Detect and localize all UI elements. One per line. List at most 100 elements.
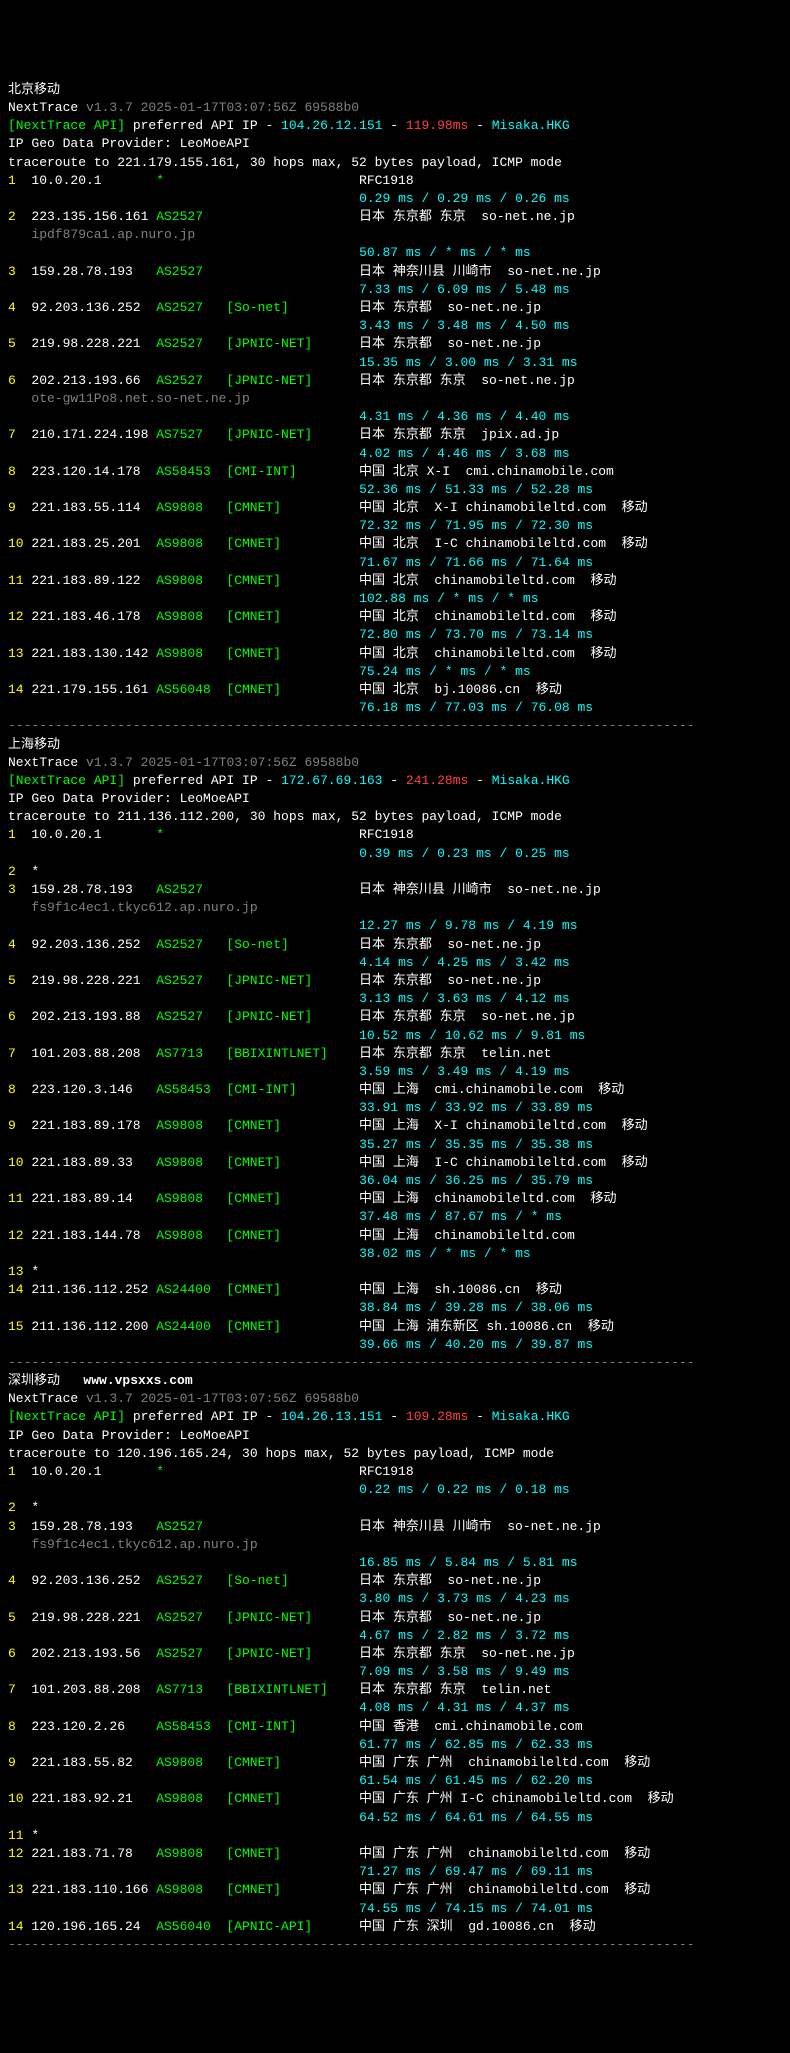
hop-asn: AS58453 — [156, 1081, 226, 1099]
hop-number: 3 — [8, 881, 31, 899]
hop-row: 2 * — [8, 863, 782, 881]
hop-number: 6 — [8, 1008, 31, 1026]
timing-text: 38.02 ms / * ms / * ms — [359, 1246, 531, 1261]
hop-network: [CMNET] — [226, 535, 359, 553]
hop-location: 中国 北京 I-C chinamobileltd.com 移动 — [359, 536, 648, 551]
hop-row: 7 101.203.88.208 AS7713 [BBIXINTLNET] 日本… — [8, 1681, 782, 1699]
hop-ip: 92.203.136.252 — [31, 299, 156, 317]
hop-network — [226, 1463, 359, 1481]
hop-location: 日本 东京都 so-net.ne.jp — [359, 300, 541, 315]
hop-location: 日本 东京都 东京 telin.net — [359, 1682, 551, 1697]
version-info: v1.3.7 2025-01-17T03:07:56Z 69588b0 — [86, 755, 359, 770]
rdns-text: fs9f1c4ec1.tkyc612.ap.nuro.jp — [31, 900, 257, 915]
hop-timing: 4.14 ms / 4.25 ms / 3.42 ms — [8, 954, 782, 972]
trace-line: traceroute to 221.179.155.161, 30 hops m… — [8, 154, 782, 172]
hop-asn: AS24400 — [156, 1318, 226, 1336]
version-line: NextTrace v1.3.7 2025-01-17T03:07:56Z 69… — [8, 1390, 782, 1408]
hop-number: 11 — [8, 1827, 31, 1845]
hop-location: 中国 上海 chinamobileltd.com 移动 — [359, 1191, 616, 1206]
hop-timing: 50.87 ms / * ms / * ms — [8, 244, 782, 262]
hop-network — [226, 172, 359, 190]
hop-timing: 3.80 ms / 3.73 ms / 4.23 ms — [8, 1590, 782, 1608]
hop-network: [JPNIC-NET] — [226, 1645, 359, 1663]
hop-asn: AS2527 — [156, 299, 226, 317]
hop-network: [CMNET] — [226, 499, 359, 517]
api-ip: 104.26.13.151 — [281, 1409, 382, 1424]
hop-timing: 37.48 ms / 87.67 ms / * ms — [8, 1208, 782, 1226]
hop-location: 中国 广东 广州 chinamobileltd.com 移动 — [359, 1846, 650, 1861]
hop-network: [CMNET] — [226, 1881, 359, 1899]
hop-location: 中国 广东 广州 chinamobileltd.com 移动 — [359, 1882, 650, 1897]
timing-text: 3.13 ms / 3.63 ms / 4.12 ms — [359, 991, 570, 1006]
hop-asn: AS9808 — [156, 1790, 226, 1808]
timing-text: 4.14 ms / 4.25 ms / 3.42 ms — [359, 955, 570, 970]
hop-ip: 221.183.25.201 — [31, 535, 156, 553]
hop-ip: 211.136.112.252 — [31, 1281, 156, 1299]
hop-ip: 221.183.92.21 — [31, 1790, 156, 1808]
hop-network: [CMNET] — [226, 1190, 359, 1208]
api-ip: 104.26.12.151 — [281, 118, 382, 133]
hop-timing: 75.24 ms / * ms / * ms — [8, 663, 782, 681]
hop-network: [So-net] — [226, 1572, 359, 1590]
separator-line: ----------------------------------------… — [8, 1355, 695, 1370]
api-line: [NextTrace API] preferred API IP - 172.6… — [8, 772, 782, 790]
hop-number: 2 — [8, 863, 31, 881]
api-latency: 109.28ms — [406, 1409, 468, 1424]
hop-ip: 223.135.156.161 — [31, 208, 156, 226]
hop-location: 日本 东京都 so-net.ne.jp — [359, 1610, 541, 1625]
hop-ip: 159.28.78.193 — [31, 263, 156, 281]
hop-ip: 221.183.71.78 — [31, 1845, 156, 1863]
hop-number: 12 — [8, 608, 31, 626]
hop-location: 中国 香港 cmi.chinamobile.com — [359, 1719, 583, 1734]
timing-text: 50.87 ms / * ms / * ms — [359, 245, 531, 260]
hop-asn: AS58453 — [156, 463, 226, 481]
hop-ip: 92.203.136.252 — [31, 1572, 156, 1590]
hop-ip: * — [31, 1263, 156, 1281]
api-line: [NextTrace API] preferred API IP - 104.2… — [8, 1408, 782, 1426]
section-title: 上海移动 — [8, 736, 782, 754]
hop-asn: AS2527 — [156, 1609, 226, 1627]
hop-network: [CMNET] — [226, 1281, 359, 1299]
hop-row: 7 101.203.88.208 AS7713 [BBIXINTLNET] 日本… — [8, 1045, 782, 1063]
hop-row: 4 92.203.136.252 AS2527 [So-net] 日本 东京都 … — [8, 1572, 782, 1590]
hop-timing: 15.35 ms / 3.00 ms / 3.31 ms — [8, 354, 782, 372]
hop-timing: 16.85 ms / 5.84 ms / 5.81 ms — [8, 1554, 782, 1572]
api-server: Misaka.HKG — [492, 118, 570, 133]
hop-location: 中国 广东 深圳 gd.10086.cn 移动 — [359, 1919, 596, 1934]
hop-ip: * — [31, 1827, 156, 1845]
hop-location: 日本 东京都 so-net.ne.jp — [359, 937, 541, 952]
hop-number: 4 — [8, 936, 31, 954]
hop-ip: 221.183.144.78 — [31, 1227, 156, 1245]
hop-network — [226, 1827, 359, 1845]
hop-ip: 221.183.89.178 — [31, 1117, 156, 1135]
section-title-text: 北京移动 — [8, 82, 60, 97]
timing-text: 7.09 ms / 3.58 ms / 9.49 ms — [359, 1664, 570, 1679]
hop-ip: 223.120.3.146 — [31, 1081, 156, 1099]
hop-location: 中国 上海 X-I chinamobileltd.com 移动 — [359, 1118, 648, 1133]
hop-row: 6 202.213.193.88 AS2527 [JPNIC-NET] 日本 东… — [8, 1008, 782, 1026]
hop-asn: AS9808 — [156, 1227, 226, 1245]
hop-row: 9 221.183.55.114 AS9808 [CMNET] 中国 北京 X-… — [8, 499, 782, 517]
hop-location: 日本 东京都 so-net.ne.jp — [359, 336, 541, 351]
hop-ip: 221.183.89.14 — [31, 1190, 156, 1208]
hop-row: 9 221.183.89.178 AS9808 [CMNET] 中国 上海 X-… — [8, 1117, 782, 1135]
hop-network: [So-net] — [226, 936, 359, 954]
timing-text: 10.52 ms / 10.62 ms / 9.81 ms — [359, 1028, 585, 1043]
hop-location: 日本 神奈川县 川崎市 so-net.ne.jp — [359, 264, 601, 279]
hop-number: 7 — [8, 426, 31, 444]
trace-line: traceroute to 211.136.112.200, 30 hops m… — [8, 808, 782, 826]
hop-number: 10 — [8, 1154, 31, 1172]
hop-row: 12 221.183.144.78 AS9808 [CMNET] 中国 上海 c… — [8, 1227, 782, 1245]
timing-text: 16.85 ms / 5.84 ms / 5.81 ms — [359, 1555, 577, 1570]
hop-row: 7 210.171.224.198 AS7527 [JPNIC-NET] 日本 … — [8, 426, 782, 444]
timing-text: 72.32 ms / 71.95 ms / 72.30 ms — [359, 518, 593, 533]
hop-location: 日本 东京都 东京 so-net.ne.jp — [359, 1009, 575, 1024]
timing-text: 71.27 ms / 69.47 ms / 69.11 ms — [359, 1864, 593, 1879]
timing-text: 52.36 ms / 51.33 ms / 52.28 ms — [359, 482, 593, 497]
hop-network: [BBIXINTLNET] — [226, 1045, 359, 1063]
hop-asn: AS9808 — [156, 645, 226, 663]
hop-network: [JPNIC-NET] — [226, 372, 359, 390]
hop-location: RFC1918 — [359, 827, 414, 842]
hop-timing: 35.27 ms / 35.35 ms / 35.38 ms — [8, 1136, 782, 1154]
hop-row: 2 223.135.156.161 AS2527 日本 东京都 东京 so-ne… — [8, 208, 782, 226]
